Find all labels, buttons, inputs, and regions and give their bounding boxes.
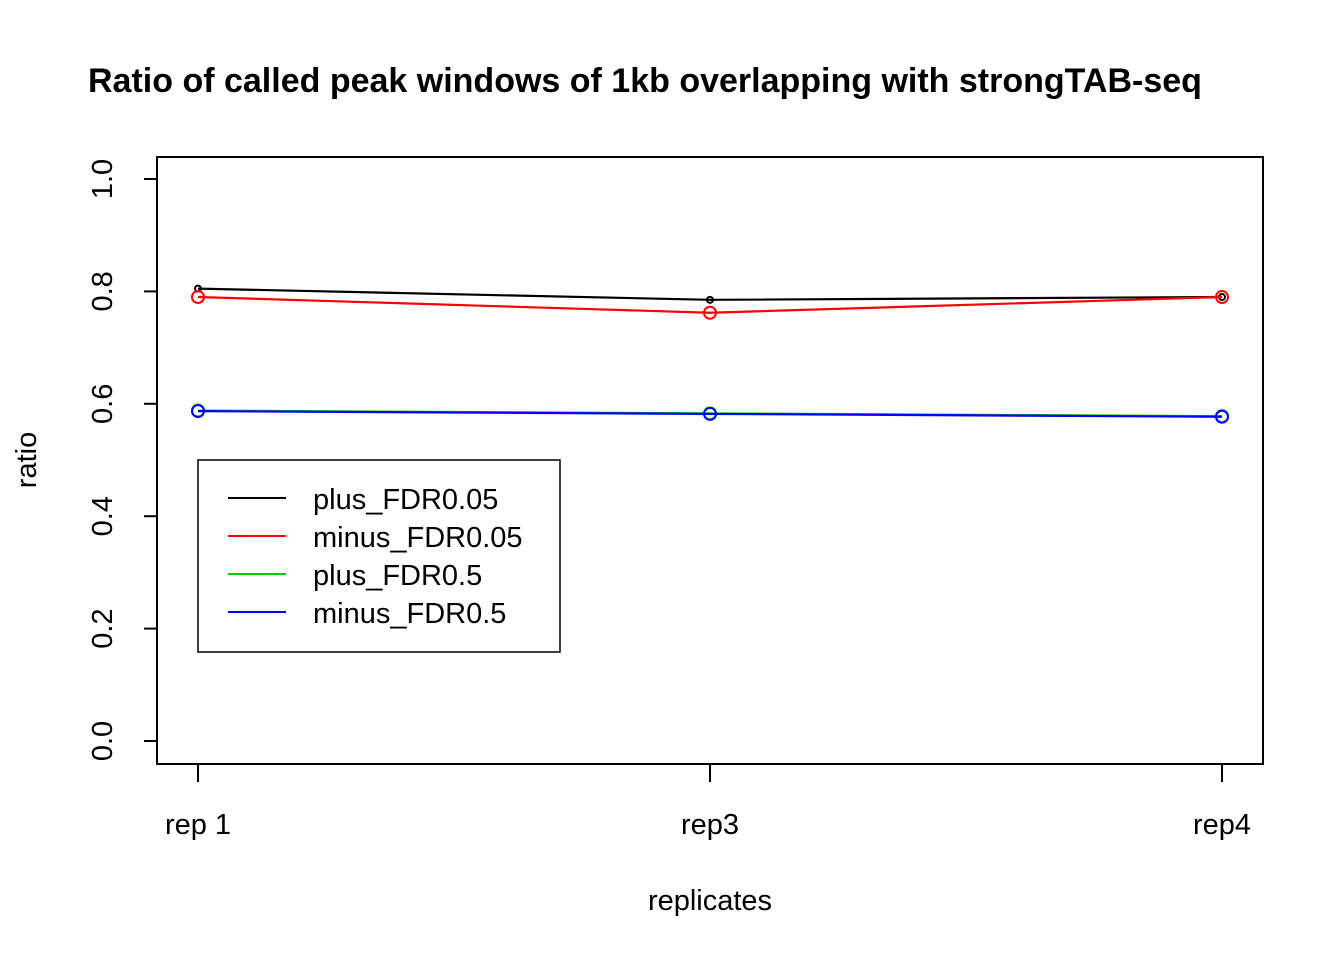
data-point [191, 404, 205, 419]
series-line [197, 287, 1223, 301]
legend-label: plus_FDR0.05 [313, 484, 498, 516]
y-tick-label: 0.4 [87, 496, 119, 536]
x-axis-label: replicates [648, 885, 772, 917]
series-minus_FDR0.05 [191, 290, 1229, 320]
data-point [703, 305, 717, 320]
x-tick-label: rep3 [681, 809, 739, 841]
series-plus_FDR0.05 [194, 284, 1226, 304]
x-axis: rep 1 rep3 rep4 [165, 764, 1251, 841]
data-point [191, 290, 205, 305]
x-tick-label: rep4 [1193, 809, 1251, 841]
data-point [703, 406, 717, 421]
legend-box [197, 459, 561, 653]
y-tick-label: 0.0 [87, 721, 119, 761]
series-line [197, 295, 1223, 314]
x-tick-label: rep 1 [165, 809, 231, 841]
data-point [1215, 290, 1229, 305]
y-axis: 0.0 0.2 0.4 0.6 0.8 1.0 [87, 159, 157, 761]
series-line [197, 410, 1223, 418]
data-point [1215, 409, 1229, 424]
y-tick-label: 0.2 [87, 608, 119, 648]
chart-title: Ratio of called peak windows of 1kb over… [88, 62, 1202, 100]
series-layer [191, 284, 1229, 424]
legend-label: minus_FDR0.5 [313, 598, 506, 630]
data-point [706, 295, 714, 304]
legend-label: minus_FDR0.05 [313, 522, 523, 554]
legend: plus_FDR0.05 minus_FDR0.05 plus_FDR0.5minu… [197, 459, 561, 653]
y-tick-label: 0.8 [87, 271, 119, 311]
y-tick-label: 0.6 [87, 384, 119, 424]
y-axis-label: ratio [11, 432, 43, 488]
y-tick-label: 1.0 [87, 159, 119, 199]
legend-label: plus_FDR0.5 [313, 560, 482, 592]
series-minus_FDR0.5 [191, 404, 1229, 424]
